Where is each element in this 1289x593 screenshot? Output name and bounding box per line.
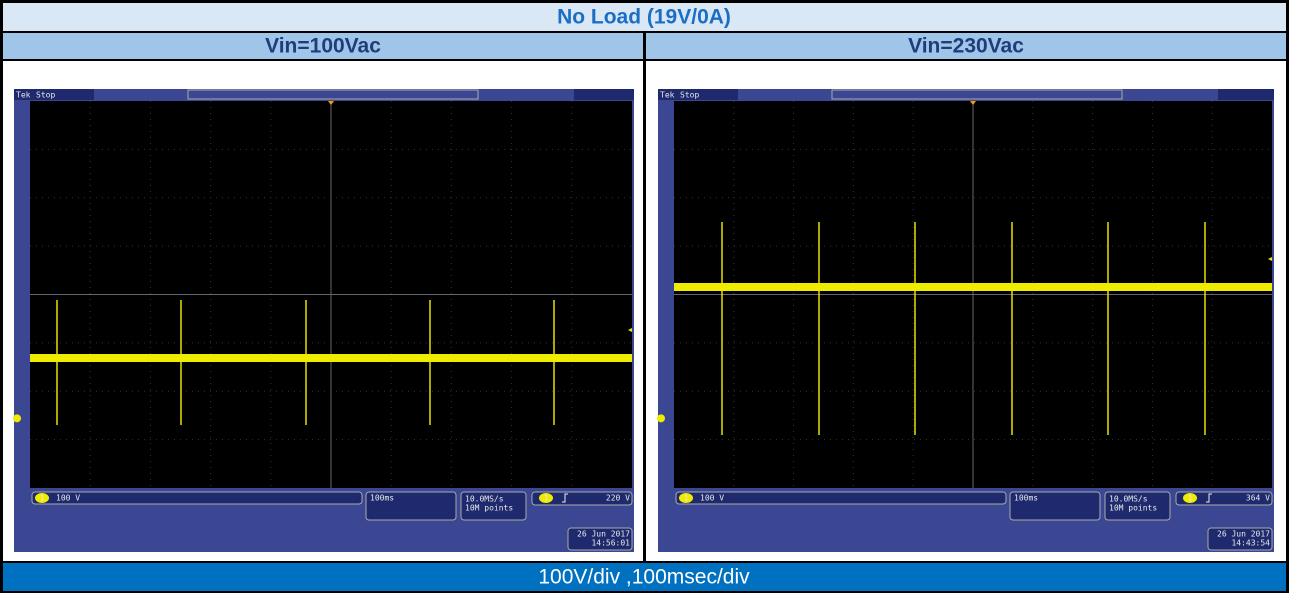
trigger-level: 220 V: [606, 494, 630, 503]
channel: 1: [684, 494, 689, 503]
timebase: 100ms: [1014, 494, 1038, 503]
scope-topbar: [831, 89, 1123, 100]
trace: [30, 354, 632, 362]
state: Stop: [36, 91, 55, 100]
status-box: [31, 491, 363, 505]
ch-badge: [679, 493, 693, 503]
header-cell: [646, 33, 1286, 59]
ch-badge: [1183, 493, 1197, 503]
channel: 1: [1188, 494, 1193, 503]
sample-rate: 10.0MS/s: [1109, 495, 1148, 504]
status-box: [1207, 527, 1273, 551]
title: No Load (19V/0A): [557, 6, 731, 29]
ch-badge: [35, 493, 49, 503]
status-box: [1009, 491, 1101, 521]
ch-scale: 100 V: [56, 494, 80, 503]
status-box: [567, 527, 633, 551]
state: Stop: [680, 91, 699, 100]
trigger-marker: [328, 101, 334, 105]
edge-icon: [1206, 493, 1212, 503]
channel: 1: [40, 494, 45, 503]
trigger-marker: [970, 101, 976, 105]
time: 14:56:01: [591, 539, 630, 548]
scope-topbar: [1218, 89, 1274, 100]
status-box: [675, 491, 1007, 505]
panel-header: Vin=230Vac: [908, 35, 1024, 58]
status-box: [1104, 491, 1171, 521]
status-box: [531, 491, 633, 506]
scope-topbar: [187, 89, 479, 100]
footer-row: [3, 563, 1286, 591]
scope-topbar: [658, 89, 738, 100]
title-row: [3, 3, 1286, 31]
trig-level-marker: [1268, 257, 1272, 261]
panel-header: Vin=100Vac: [265, 35, 381, 58]
record: 10M points: [465, 504, 513, 513]
status-box: [1175, 491, 1273, 506]
scope-topbar: [574, 89, 634, 100]
footer: 100V/div ,100msec/div: [538, 566, 750, 589]
record: 10M points: [1109, 504, 1157, 513]
date: 26 Jun 2017: [1217, 530, 1270, 539]
brand: Tek: [16, 91, 31, 100]
trig-level-marker: [628, 328, 632, 332]
header-cell: [3, 33, 643, 59]
status-box: [460, 491, 527, 521]
sample-rate: 10.0MS/s: [465, 495, 504, 504]
ch-scale: 100 V: [700, 494, 724, 503]
status-box: [365, 491, 457, 521]
channel: 1: [544, 494, 549, 503]
brand: Tek: [660, 91, 675, 100]
trigger-level: 364 V: [1246, 494, 1270, 503]
ch-marker: [13, 414, 21, 423]
ch-badge: [539, 493, 553, 503]
time: 14:43:54: [1231, 539, 1270, 548]
ch-marker: [657, 414, 665, 423]
date: 26 Jun 2017: [577, 530, 630, 539]
timebase: 100ms: [370, 494, 394, 503]
scope-topbar: [14, 89, 94, 100]
trace: [674, 283, 1272, 291]
edge-icon: [562, 493, 568, 503]
